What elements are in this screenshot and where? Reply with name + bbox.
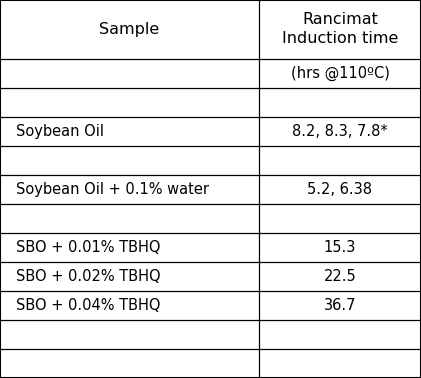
Text: Rancimat
Induction time: Rancimat Induction time — [282, 12, 398, 46]
Text: 36.7: 36.7 — [324, 298, 356, 313]
Text: 8.2, 8.3, 7.8*: 8.2, 8.3, 7.8* — [292, 124, 388, 139]
Text: (hrs @110ºC): (hrs @110ºC) — [290, 65, 389, 81]
Text: 15.3: 15.3 — [324, 240, 356, 255]
Text: SBO + 0.04% TBHQ: SBO + 0.04% TBHQ — [16, 298, 160, 313]
Text: Soybean Oil: Soybean Oil — [16, 124, 104, 139]
Text: 5.2, 6.38: 5.2, 6.38 — [307, 182, 373, 197]
Text: SBO + 0.01% TBHQ: SBO + 0.01% TBHQ — [16, 240, 160, 255]
Text: 22.5: 22.5 — [324, 269, 356, 284]
Text: Sample: Sample — [99, 22, 160, 37]
Text: Soybean Oil + 0.1% water: Soybean Oil + 0.1% water — [16, 182, 208, 197]
Text: SBO + 0.02% TBHQ: SBO + 0.02% TBHQ — [16, 269, 160, 284]
